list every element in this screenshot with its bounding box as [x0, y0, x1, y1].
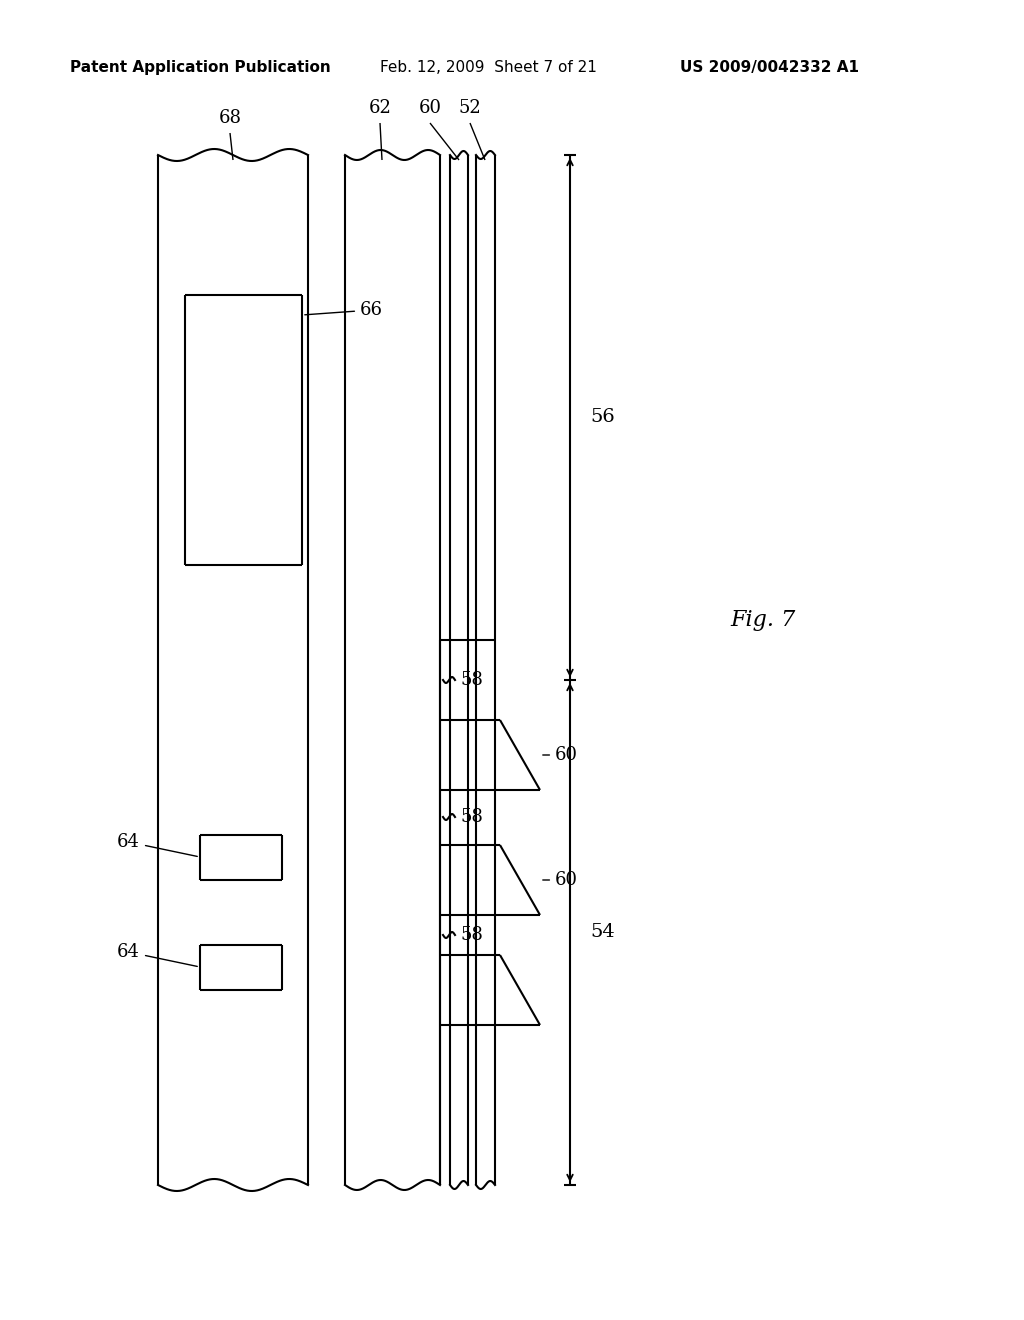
Text: 58: 58 [460, 927, 483, 944]
Text: Fig. 7: Fig. 7 [730, 609, 796, 631]
Text: 60: 60 [543, 871, 578, 888]
Text: 52: 52 [459, 99, 481, 117]
Text: 58: 58 [460, 808, 483, 826]
Text: 54: 54 [590, 923, 614, 941]
Text: 68: 68 [218, 110, 242, 127]
Text: 64: 64 [117, 833, 198, 857]
Text: Feb. 12, 2009  Sheet 7 of 21: Feb. 12, 2009 Sheet 7 of 21 [380, 59, 597, 75]
Text: 60: 60 [419, 99, 441, 117]
Text: 60: 60 [543, 746, 578, 764]
Text: Patent Application Publication: Patent Application Publication [70, 59, 331, 75]
Text: 64: 64 [117, 942, 198, 966]
Text: 62: 62 [369, 99, 391, 117]
Text: 66: 66 [305, 301, 383, 319]
Text: 58: 58 [460, 671, 483, 689]
Text: 56: 56 [590, 408, 614, 426]
Text: US 2009/0042332 A1: US 2009/0042332 A1 [680, 59, 859, 75]
